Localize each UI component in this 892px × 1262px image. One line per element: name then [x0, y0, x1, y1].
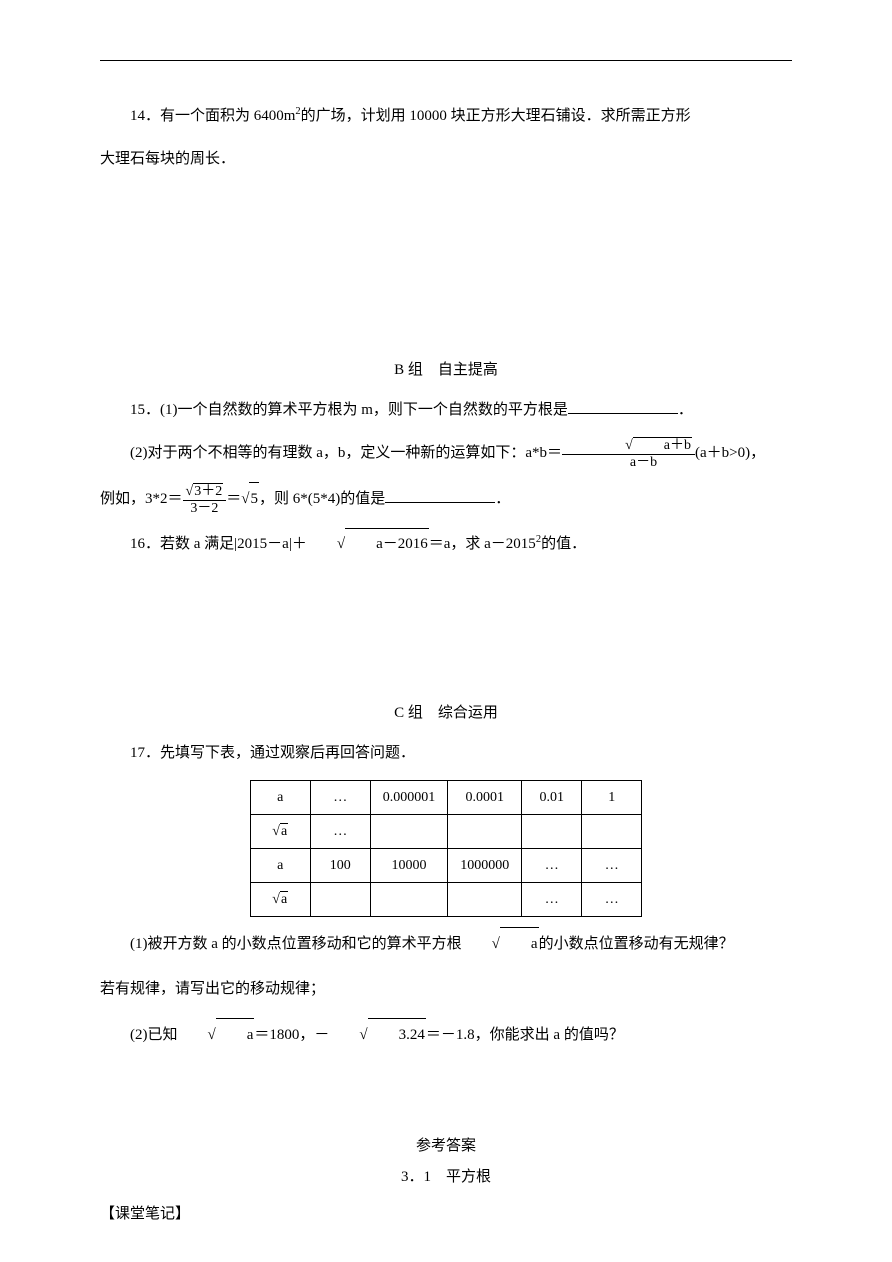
q17-1-line2: 若有规律，请写出它的移动规律；	[100, 981, 325, 997]
notes-label-text: 【课堂笔记】	[100, 1206, 190, 1222]
answers-title-text: 参考答案	[416, 1138, 476, 1154]
chapter-title: 3．1 平方根	[100, 1165, 792, 1186]
sqrt-icon: 3.24	[329, 1018, 425, 1052]
spacer-2	[100, 571, 792, 681]
q15-1-blank	[568, 399, 678, 414]
table-cell: …	[310, 815, 370, 849]
sqrt-icon: a－2016	[307, 528, 429, 559]
problem-17-1: (1)被开方数 a 的小数点位置移动和它的算术平方根a的小数点位置移动有无规律？	[100, 927, 792, 961]
q17-table: a … 0.000001 0.0001 0.01 1 a … a 100 100…	[250, 780, 643, 917]
table-cell: 0.01	[522, 781, 582, 815]
sqrt-icon: a	[272, 891, 288, 908]
section-b-header: B 组 自主提高	[100, 358, 792, 379]
spacer-1	[100, 188, 792, 338]
table-cell: 1	[582, 781, 642, 815]
q15-2-post: ．	[495, 491, 510, 507]
answers-title: 参考答案	[100, 1134, 792, 1155]
q15-1-post: ．	[678, 402, 693, 418]
table-cell: …	[582, 849, 642, 883]
problem-14-line2: 大理石每块的周长．	[100, 143, 792, 176]
table-cell: 100	[310, 849, 370, 883]
table-cell	[370, 883, 448, 917]
problem-15-2-cont: 例如，3*2＝3＋23－2＝5，则 6*(5*4)的值是 ．	[100, 482, 792, 516]
q14-text1-cont: 的广场，计划用 10000 块正方形大理石铺设．求所需正方形	[301, 108, 691, 124]
sqrt-icon: a	[272, 823, 288, 840]
q15-ex-pre: 例如，3*2＝	[100, 491, 183, 507]
sqrt-icon: 3＋2	[186, 483, 224, 499]
table-cell: a	[250, 781, 310, 815]
q15-eq: ＝	[226, 491, 241, 507]
table-cell	[310, 883, 370, 917]
table-cell	[582, 815, 642, 849]
table-row: a … …	[250, 883, 642, 917]
table-row: a …	[250, 815, 642, 849]
table-cell: a	[250, 883, 310, 917]
q17-2-post: ＝－1.8，你能求出 a 的值吗？	[426, 1027, 624, 1043]
table-cell: …	[582, 883, 642, 917]
q16-pre: 16．若数 a 满足|2015－a|＋	[130, 536, 307, 552]
table-cell: a	[250, 815, 310, 849]
sqrt-icon: a	[462, 927, 539, 961]
sqrt-icon: 5	[241, 482, 259, 516]
table-cell	[522, 815, 582, 849]
q17-2-pre: (2)已知	[130, 1027, 178, 1043]
q15-frac1: a＋ba－b	[562, 437, 695, 470]
q15-2-cond: (a＋b>0)，	[695, 445, 765, 461]
sqrt-icon: a	[178, 1018, 255, 1052]
q15-1-pre: 15．(1)一个自然数的算术平方根为 m，则下一个自然数的平方根是	[130, 402, 568, 418]
notes-label: 【课堂笔记】	[100, 1202, 792, 1223]
problem-14: 14．有一个面积为 6400m2的广场，计划用 10000 块正方形大理石铺设．…	[100, 101, 792, 131]
table-cell	[370, 815, 448, 849]
page-top-rule	[100, 60, 792, 61]
q15-frac2: 3＋23－2	[183, 483, 227, 516]
q15-2-blank	[385, 488, 495, 503]
q14-text2: 大理石每块的周长．	[100, 151, 235, 167]
table-cell: …	[522, 883, 582, 917]
problem-16: 16．若数 a 满足|2015－a|＋a－2016＝a，求 a－20152的值．	[100, 528, 792, 559]
problem-15-2: (2)对于两个不相等的有理数 a，b，定义一种新的运算如下：a*b＝a＋ba－b…	[100, 437, 792, 470]
q16-mid: ＝a，求 a－2015	[429, 536, 536, 552]
q15-2-pre: (2)对于两个不相等的有理数 a，b，定义一种新的运算如下：a*b＝	[130, 445, 562, 461]
table-row: a 100 10000 1000000 … …	[250, 849, 642, 883]
q17-intro: 17．先填写下表，通过观察后再回答问题．	[130, 745, 415, 761]
table-cell	[448, 815, 522, 849]
sqrt-icon: a＋b	[595, 437, 692, 453]
table-cell: …	[522, 849, 582, 883]
table-cell: 0.0001	[448, 781, 522, 815]
problem-15-1: 15．(1)一个自然数的算术平方根为 m，则下一个自然数的平方根是 ．	[100, 395, 792, 425]
q17-2-mid1: ＝1800，－	[254, 1027, 329, 1043]
table-cell: 10000	[370, 849, 448, 883]
table-cell: …	[310, 781, 370, 815]
section-c-text: C 组 综合运用	[394, 705, 498, 721]
q17-1-post: 的小数点位置移动有无规律？	[539, 936, 734, 952]
section-b-text: B 组 自主提高	[394, 362, 498, 378]
table-cell: 0.000001	[370, 781, 448, 815]
table-cell: 1000000	[448, 849, 522, 883]
q15-2-mid: ，则 6*(5*4)的值是	[259, 491, 385, 507]
problem-17-1-line2: 若有规律，请写出它的移动规律；	[100, 973, 792, 1006]
table-cell	[448, 883, 522, 917]
table-row: a … 0.000001 0.0001 0.01 1	[250, 781, 642, 815]
section-c-header: C 组 综合运用	[100, 701, 792, 722]
chapter-title-text: 3．1 平方根	[401, 1169, 491, 1185]
q16-post: 的值．	[541, 536, 586, 552]
problem-17-intro: 17．先填写下表，通过观察后再回答问题．	[100, 738, 792, 768]
q14-text1: 14．有一个面积为 6400m	[130, 108, 295, 124]
q17-1-pre: (1)被开方数 a 的小数点位置移动和它的算术平方根	[130, 936, 462, 952]
spacer-3	[100, 1064, 792, 1124]
table-cell: a	[250, 849, 310, 883]
problem-17-2: (2)已知a＝1800，－3.24＝－1.8，你能求出 a 的值吗？	[100, 1018, 792, 1052]
